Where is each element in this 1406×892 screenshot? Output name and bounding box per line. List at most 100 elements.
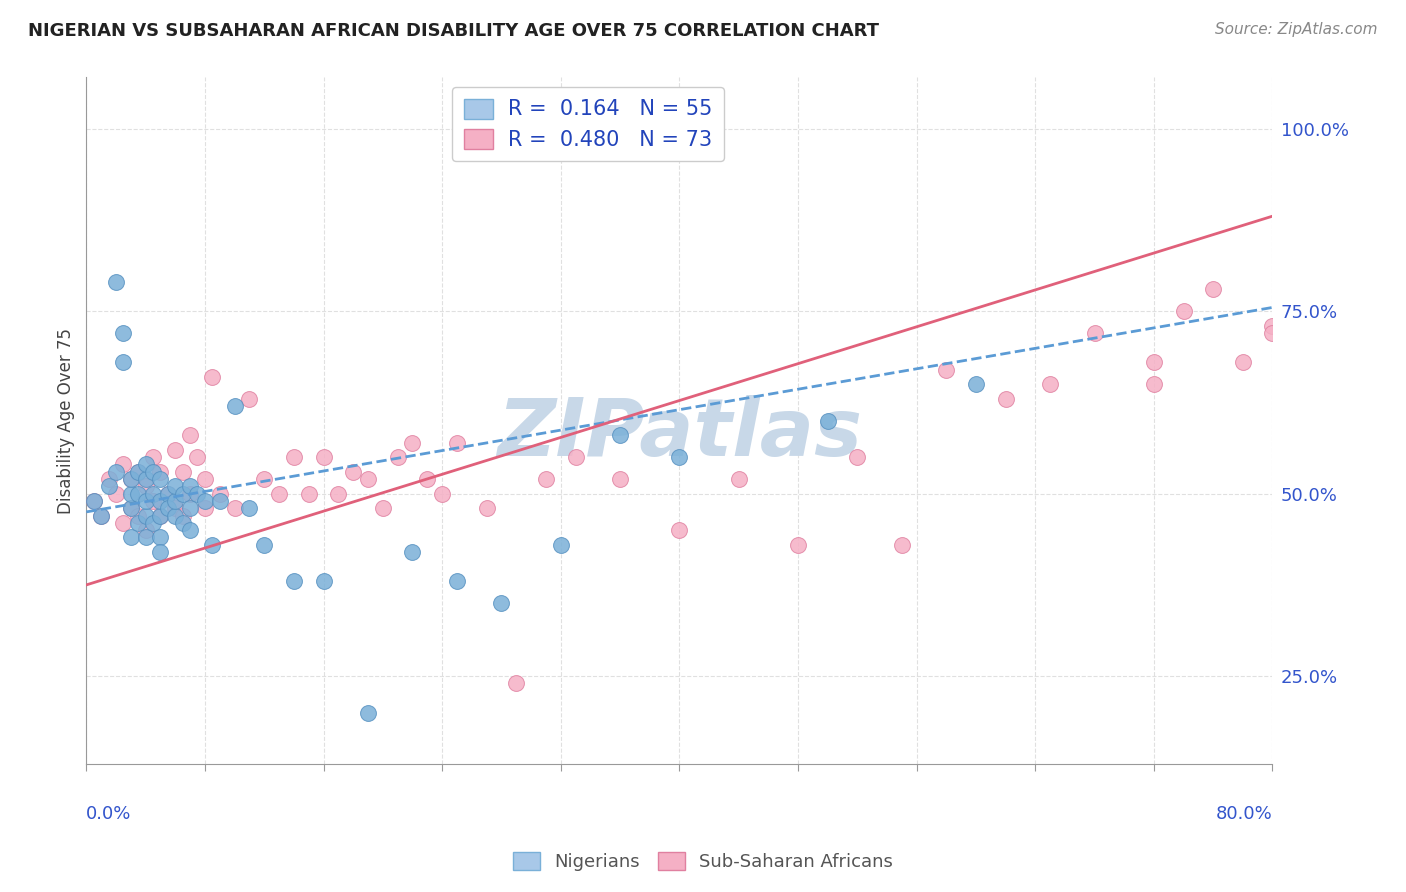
Point <box>564 450 586 464</box>
Point <box>90 508 112 523</box>
Point <box>416 472 439 486</box>
Text: 0.0%: 0.0% <box>86 805 132 823</box>
Point <box>1291 268 1313 282</box>
Point <box>120 501 142 516</box>
Point <box>142 516 165 530</box>
Point <box>104 486 127 500</box>
Point <box>127 516 149 530</box>
Point <box>149 508 172 523</box>
Point <box>668 523 690 537</box>
Point <box>994 392 1017 406</box>
Point <box>112 458 135 472</box>
Point <box>312 574 335 589</box>
Point <box>149 494 172 508</box>
Point <box>135 458 157 472</box>
Point <box>208 494 231 508</box>
Point <box>120 531 142 545</box>
Point <box>194 472 217 486</box>
Point <box>179 428 201 442</box>
Point <box>112 355 135 369</box>
Point <box>172 465 194 479</box>
Point <box>1173 304 1195 318</box>
Point <box>534 472 557 486</box>
Point <box>201 369 224 384</box>
Y-axis label: Disability Age Over 75: Disability Age Over 75 <box>58 327 75 514</box>
Point <box>1379 268 1402 282</box>
Point <box>1232 355 1254 369</box>
Point <box>787 538 810 552</box>
Point <box>97 472 120 486</box>
Point <box>224 399 246 413</box>
Point <box>127 486 149 500</box>
Point <box>135 523 157 537</box>
Point <box>120 486 142 500</box>
Point <box>342 465 364 479</box>
Point <box>491 596 513 610</box>
Point <box>1202 282 1225 296</box>
Text: Source: ZipAtlas.com: Source: ZipAtlas.com <box>1215 22 1378 37</box>
Point <box>194 494 217 508</box>
Point <box>83 494 105 508</box>
Point <box>446 574 468 589</box>
Point <box>312 450 335 464</box>
Point <box>172 486 194 500</box>
Point <box>253 472 276 486</box>
Point <box>1261 318 1284 333</box>
Point <box>179 486 201 500</box>
Point <box>156 501 179 516</box>
Point <box>142 450 165 464</box>
Legend: Nigerians, Sub-Saharan Africans: Nigerians, Sub-Saharan Africans <box>506 845 900 879</box>
Point <box>1083 326 1105 340</box>
Point <box>401 435 423 450</box>
Point <box>1379 282 1402 296</box>
Point <box>267 486 290 500</box>
Point <box>238 392 260 406</box>
Point <box>238 501 260 516</box>
Point <box>104 465 127 479</box>
Point <box>446 435 468 450</box>
Point <box>179 523 201 537</box>
Point <box>1320 399 1343 413</box>
Point <box>186 486 208 500</box>
Point <box>172 508 194 523</box>
Point <box>142 486 165 500</box>
Point <box>1261 326 1284 340</box>
Point <box>156 486 179 500</box>
Point <box>142 465 165 479</box>
Point <box>179 479 201 493</box>
Text: ZIPatlas: ZIPatlas <box>496 395 862 474</box>
Point <box>135 472 157 486</box>
Point <box>609 428 631 442</box>
Point <box>120 501 142 516</box>
Point <box>1039 377 1062 392</box>
Point <box>135 531 157 545</box>
Point <box>224 501 246 516</box>
Point <box>935 362 957 376</box>
Point <box>475 501 498 516</box>
Point <box>328 486 350 500</box>
Point <box>120 472 142 486</box>
Point <box>165 494 187 508</box>
Point <box>846 450 869 464</box>
Point <box>298 486 321 500</box>
Point <box>165 479 187 493</box>
Point <box>165 508 187 523</box>
Point <box>135 479 157 493</box>
Point <box>149 508 172 523</box>
Point <box>253 538 276 552</box>
Text: NIGERIAN VS SUBSAHARAN AFRICAN DISABILITY AGE OVER 75 CORRELATION CHART: NIGERIAN VS SUBSAHARAN AFRICAN DISABILIT… <box>28 22 879 40</box>
Point <box>127 465 149 479</box>
Point <box>186 450 208 464</box>
Point <box>142 494 165 508</box>
Point <box>149 531 172 545</box>
Point <box>357 472 380 486</box>
Point <box>817 414 839 428</box>
Point <box>550 538 572 552</box>
Point <box>609 472 631 486</box>
Point <box>283 574 305 589</box>
Point <box>135 494 157 508</box>
Point <box>149 545 172 559</box>
Point <box>1350 326 1372 340</box>
Point <box>194 501 217 516</box>
Point <box>90 508 112 523</box>
